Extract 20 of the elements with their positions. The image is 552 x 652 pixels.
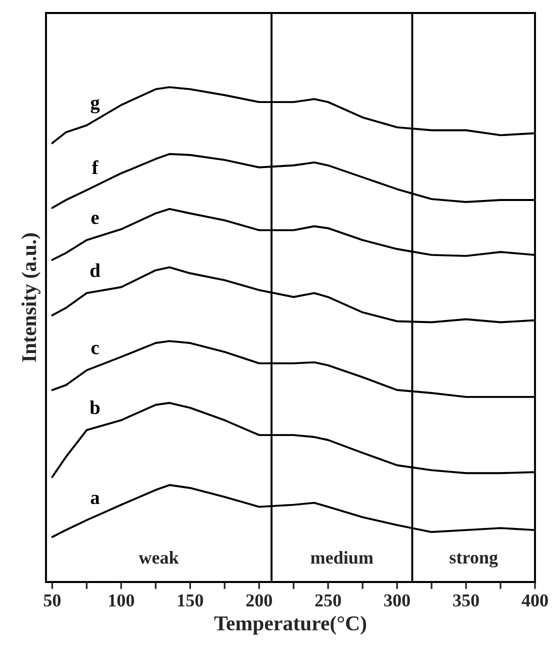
x-tick-label: 250: [315, 594, 341, 607]
series-label: c: [91, 344, 99, 354]
series-label: d: [90, 263, 100, 278]
series-label: b: [90, 400, 100, 414]
x-tick-label: 400: [522, 594, 548, 607]
annotation: strong: [450, 553, 498, 568]
x-axis-title: Temperature(°C): [214, 616, 366, 635]
x-tick-label: 100: [109, 594, 134, 607]
series-label: f: [92, 160, 98, 174]
series-label: a: [90, 494, 100, 504]
x-tick-label: 300: [384, 594, 410, 607]
x-tick-label: 150: [178, 594, 203, 607]
annotation: medium: [310, 551, 374, 564]
x-tick-label: 50: [44, 594, 61, 607]
series-label: e: [91, 214, 99, 224]
annotation: weak: [138, 551, 179, 564]
y-axis-title: Intensity (a.u.): [21, 233, 40, 362]
x-tick-label: 200: [246, 594, 272, 607]
series-label: g: [90, 99, 100, 114]
x-tick-label: 350: [453, 594, 479, 607]
